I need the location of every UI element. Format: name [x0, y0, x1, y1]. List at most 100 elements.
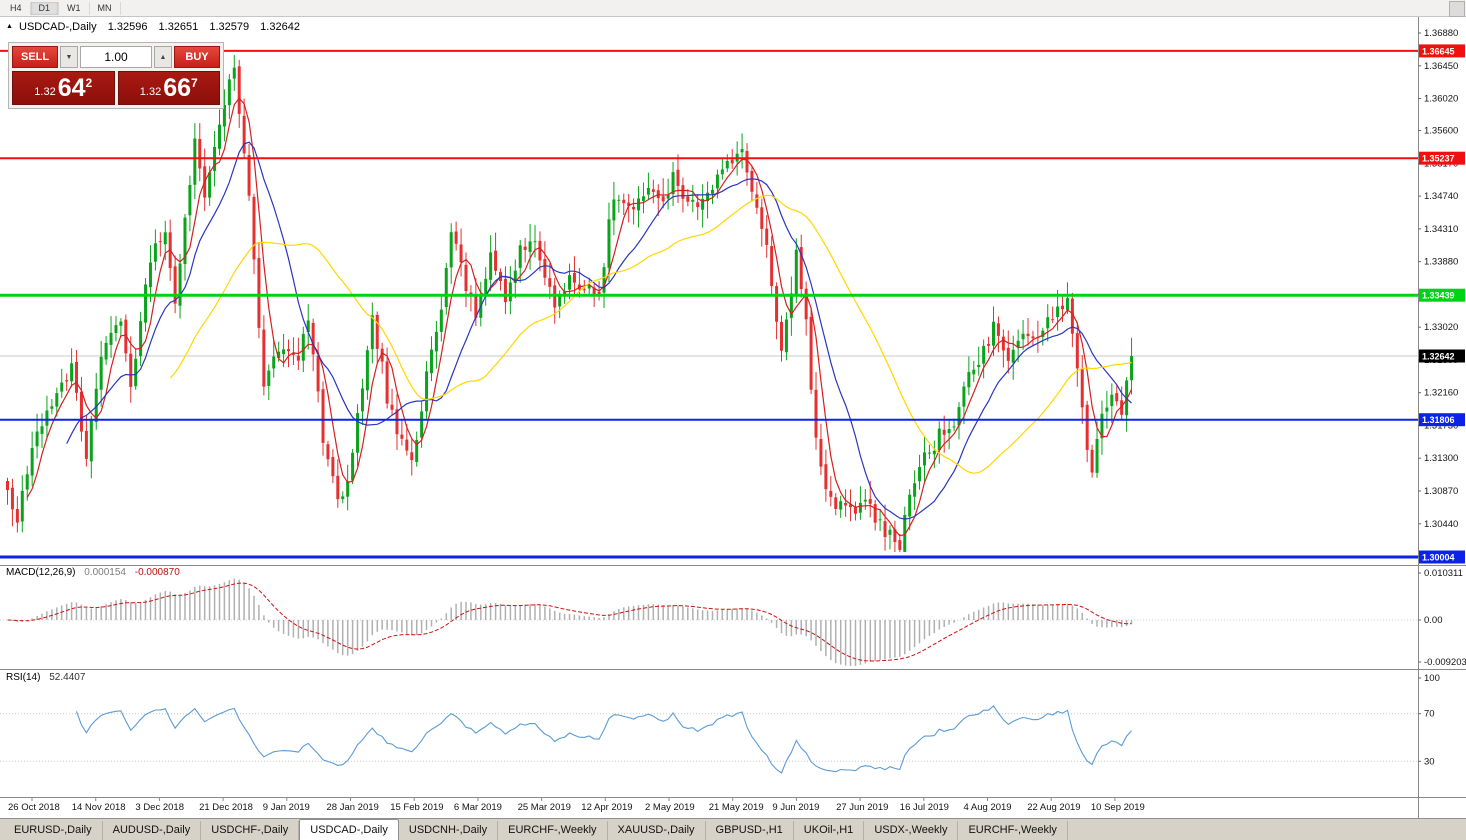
bid-price[interactable]: 1.32 64 2 — [12, 71, 115, 105]
chart-tab-3[interactable]: USDCAD-,Daily — [299, 819, 399, 840]
chart-tab-6[interactable]: XAUUSD-,Daily — [608, 821, 706, 840]
svg-text:26 Oct 2018: 26 Oct 2018 — [8, 802, 60, 813]
price-tags-layer: 1.36645 1.35237 1.33439 1.31806 1.30004 1.326… — [1419, 44, 1465, 564]
period-button-mn[interactable]: MN — [90, 1, 121, 15]
svg-text:14 Nov 2018: 14 Nov 2018 — [72, 802, 126, 813]
svg-text:21 May 2019: 21 May 2019 — [709, 802, 764, 813]
ma-13-line — [66, 141, 1132, 520]
svg-text:1.35237: 1.35237 — [1422, 154, 1455, 164]
svg-text:0.010311: 0.010311 — [1424, 568, 1463, 579]
svg-text:28 Jan 2019: 28 Jan 2019 — [327, 802, 379, 813]
svg-text:4 Aug 2019: 4 Aug 2019 — [964, 802, 1012, 813]
rsi-line — [75, 705, 1132, 774]
ohlc-high: 1.32651 — [158, 21, 199, 33]
volume-decrease-button[interactable]: ▼ — [60, 46, 78, 68]
macd-main-value: 0.000154 — [84, 567, 126, 578]
toolbar-corner-button[interactable] — [1449, 1, 1465, 17]
svg-text:9 Jan 2019: 9 Jan 2019 — [263, 802, 310, 813]
chart-tab-5[interactable]: EURCHF-,Weekly — [498, 821, 608, 840]
chevron-down-icon: ▼ — [65, 53, 73, 61]
marker-icon: ▲ — [6, 23, 13, 30]
bid-prefix: 1.32 — [34, 85, 56, 98]
price-tag — [1419, 151, 1465, 165]
period-button-h4[interactable]: H4 — [2, 1, 31, 15]
svg-text:1.33020: 1.33020 — [1424, 322, 1458, 333]
svg-text:-0.009203: -0.009203 — [1424, 657, 1466, 668]
chart-tab-10[interactable]: EURCHF-,Weekly — [958, 821, 1068, 840]
chart-canvas[interactable]: 1.368801.364501.360201.356001.351701.347… — [0, 0, 1466, 818]
ask-big-digits: 66 — [163, 73, 192, 102]
axis-layer: 1.368801.364501.360201.356001.351701.347… — [0, 17, 1466, 818]
ask-prefix: 1.32 — [139, 85, 162, 98]
sell-button[interactable]: SELL — [12, 46, 58, 68]
chart-tabs-bar: EURUSD-,Daily AUDUSD-,Daily USDCHF-,Daily U… — [0, 818, 1466, 840]
svg-text:1.36880: 1.36880 — [1424, 28, 1458, 39]
chevron-up-icon: ▲ — [159, 53, 167, 61]
svg-text:12 Apr 2019: 12 Apr 2019 — [581, 802, 632, 813]
ask-pipette: 7 — [191, 76, 198, 90]
chart-tab-4[interactable]: USDCNH-,Daily — [399, 821, 499, 840]
svg-text:1.34740: 1.34740 — [1424, 191, 1458, 202]
chart-tab-0[interactable]: EURUSD-,Daily — [4, 821, 103, 840]
chart-tab-7[interactable]: GBPUSD-,H1 — [706, 821, 794, 840]
timeframe-toolbar: H4 D1 W1 MN — [0, 0, 1466, 17]
macd-header: MACD(12,26,9) 0.000154 -0.000870 — [6, 567, 186, 578]
svg-text:1.31806: 1.31806 — [1422, 415, 1455, 425]
price-tag — [1419, 550, 1465, 564]
period-buttons: H4 D1 W1 MN — [2, 1, 121, 15]
ohlc-open: 1.32596 — [107, 21, 148, 33]
ohlc-low: 1.32579 — [209, 21, 250, 33]
svg-text:1.32160: 1.32160 — [1424, 388, 1458, 399]
svg-text:25 Mar 2019: 25 Mar 2019 — [518, 802, 571, 813]
svg-text:1.30004: 1.30004 — [1422, 553, 1455, 563]
svg-text:22 Aug 2019: 22 Aug 2019 — [1027, 802, 1080, 813]
candles-layer — [6, 55, 1134, 552]
svg-text:16 Jul 2019: 16 Jul 2019 — [900, 802, 949, 813]
chart-tab-2[interactable]: USDCHF-,Daily — [201, 821, 300, 840]
svg-text:100: 100 — [1424, 673, 1440, 684]
rsi-header: RSI(14) 52.4407 — [6, 672, 91, 683]
svg-text:27 Jun 2019: 27 Jun 2019 — [836, 802, 888, 813]
rsi-layer — [0, 705, 1418, 774]
svg-text:15 Feb 2019: 15 Feb 2019 — [390, 802, 443, 813]
volume-increase-button[interactable]: ▲ — [154, 46, 172, 68]
ohlc-close: 1.32642 — [260, 21, 300, 33]
svg-text:1.30440: 1.30440 — [1424, 519, 1458, 530]
svg-text:1.32642: 1.32642 — [1422, 352, 1455, 362]
bid-big-digits: 64 — [57, 73, 86, 102]
svg-text:1.33439: 1.33439 — [1422, 291, 1455, 301]
moving-averages-layer — [26, 97, 1133, 537]
chart-tab-9[interactable]: USDX-,Weekly — [864, 821, 959, 840]
svg-text:30: 30 — [1424, 756, 1435, 767]
price-tag — [1419, 44, 1465, 58]
period-button-w1[interactable]: W1 — [59, 1, 90, 15]
macd-name: MACD(12,26,9) — [6, 567, 76, 578]
svg-text:1.30870: 1.30870 — [1424, 486, 1458, 497]
ma-5-line — [26, 97, 1133, 537]
chart-tab-1[interactable]: AUDUSD-,Daily — [103, 821, 202, 840]
chart-tabs: EURUSD-,Daily AUDUSD-,Daily USDCHF-,Daily U… — [4, 819, 1068, 840]
svg-text:1.33880: 1.33880 — [1424, 257, 1458, 268]
svg-text:6 Mar 2019: 6 Mar 2019 — [454, 802, 502, 813]
volume-input[interactable] — [80, 46, 152, 68]
svg-text:1.31300: 1.31300 — [1424, 453, 1458, 464]
svg-text:3 Dec 2018: 3 Dec 2018 — [135, 802, 184, 813]
chart-title: ▲ USDCAD-,Daily 1.32596 1.32651 1.32579 … — [6, 21, 308, 33]
buy-button[interactable]: BUY — [174, 46, 220, 68]
ask-price[interactable]: 1.32 66 7 — [117, 71, 220, 105]
svg-text:0.00: 0.00 — [1424, 615, 1443, 626]
period-button-d1[interactable]: D1 — [30, 1, 60, 15]
horizontal-lines-layer — [0, 49, 1418, 559]
svg-text:21 Dec 2018: 21 Dec 2018 — [199, 802, 253, 813]
price-tag — [1419, 413, 1465, 427]
svg-text:2 May 2019: 2 May 2019 — [645, 802, 695, 813]
rsi-value: 52.4407 — [49, 672, 86, 683]
svg-text:10 Sep 2019: 10 Sep 2019 — [1091, 802, 1145, 813]
one-click-trading-panel: SELL ▼ ▲ BUY 1.32 64 2 1.32 66 7 — [8, 42, 224, 109]
symbol-label: USDCAD-,Daily — [19, 21, 97, 33]
chart-tab-8[interactable]: UKOil-,H1 — [794, 821, 865, 840]
svg-text:1.36450: 1.36450 — [1424, 61, 1458, 72]
ma-34-line — [169, 194, 1132, 474]
macd-signal-value: -0.000870 — [134, 567, 180, 578]
price-tag — [1419, 349, 1465, 363]
